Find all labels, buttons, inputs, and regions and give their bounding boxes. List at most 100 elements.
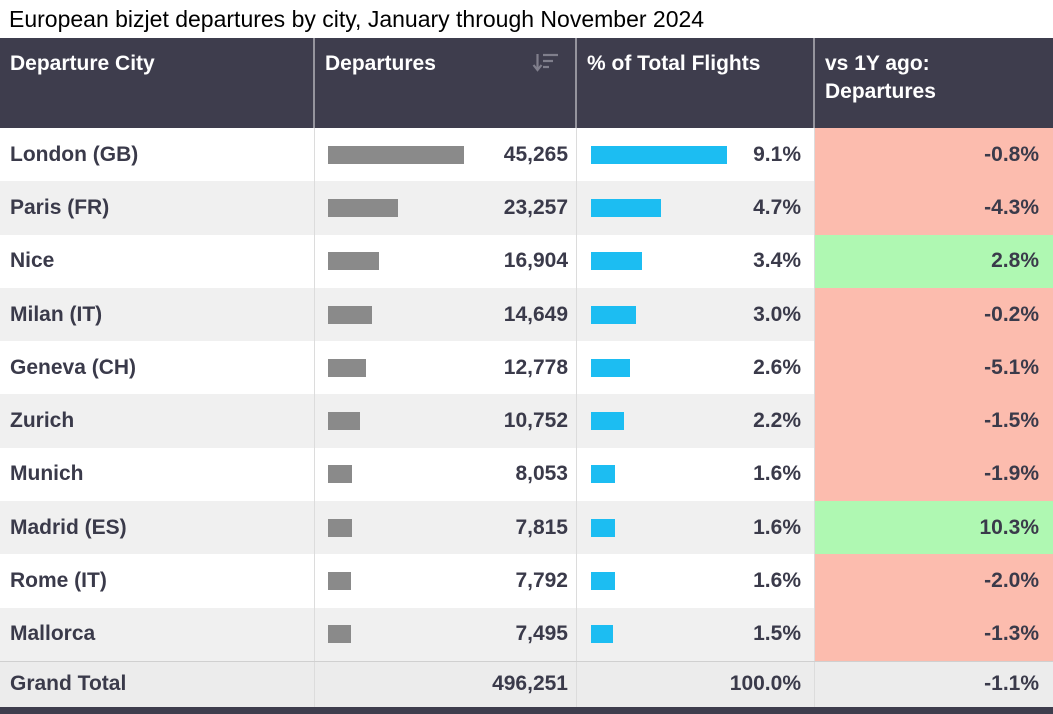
- percent-cell[interactable]: 2.2%: [577, 394, 815, 448]
- percent-cell[interactable]: 9.1%: [577, 128, 815, 182]
- city-label: Rome (IT): [10, 569, 107, 593]
- header-departures[interactable]: Departures: [315, 38, 577, 128]
- page-title: European bizjet departures by city, Janu…: [9, 5, 705, 32]
- sort-descending-icon[interactable]: [532, 51, 559, 74]
- percent-value: 1.6%: [753, 515, 801, 539]
- city-cell[interactable]: Nice: [0, 234, 315, 288]
- percent-value: 3.0%: [753, 302, 801, 326]
- city-label: Mallorca: [10, 622, 96, 646]
- yoy-cell[interactable]: -0.8%: [815, 128, 1053, 182]
- percent-value: 4.7%: [753, 195, 801, 219]
- city-cell[interactable]: London (GB): [0, 128, 315, 182]
- departures-bar: [328, 252, 379, 271]
- percent-bar: [591, 465, 615, 484]
- departures-cell[interactable]: 7,495: [315, 607, 577, 661]
- percent-cell[interactable]: 1.6%: [577, 447, 815, 502]
- departures-bar: [328, 305, 372, 324]
- city-cell[interactable]: Geneva (CH): [0, 341, 315, 395]
- percent-bar: [591, 305, 636, 324]
- percent-bar: [591, 358, 630, 377]
- departures-cell[interactable]: 8,053: [315, 447, 577, 502]
- yoy-cell[interactable]: -1.9%: [815, 447, 1053, 502]
- table-row[interactable]: Geneva (CH) 12,778 2.6% -5.1%: [0, 341, 1053, 395]
- grand-total-label-cell: Grand Total: [0, 661, 315, 707]
- departures-cell[interactable]: 7,815: [315, 501, 577, 555]
- departures-cell[interactable]: 12,778: [315, 341, 577, 395]
- departures-value: 7,815: [515, 515, 568, 539]
- table-row[interactable]: Zurich 10,752 2.2% -1.5%: [0, 394, 1053, 448]
- yoy-cell[interactable]: -1.5%: [815, 394, 1053, 448]
- table-row[interactable]: Nice 16,904 3.4% 2.8%: [0, 234, 1053, 288]
- table-header: Departure City Departures % of Total Fli…: [0, 38, 1053, 128]
- departures-cell[interactable]: 10,752: [315, 394, 577, 448]
- yoy-value: 2.8%: [991, 249, 1039, 273]
- table-row[interactable]: Madrid (ES) 7,815 1.6% 10.3%: [0, 501, 1053, 555]
- grand-total-percent-cell: 100.0%: [577, 661, 815, 707]
- departures-cell[interactable]: 14,649: [315, 287, 577, 342]
- yoy-cell[interactable]: -2.0%: [815, 554, 1053, 608]
- yoy-cell[interactable]: -0.2%: [815, 287, 1053, 342]
- departures-value: 14,649: [503, 302, 568, 326]
- percent-value: 1.5%: [753, 622, 801, 646]
- city-cell[interactable]: Zurich: [0, 394, 315, 448]
- departures-cell[interactable]: 23,257: [315, 181, 577, 235]
- percent-cell[interactable]: 4.7%: [577, 181, 815, 235]
- table-body: London (GB) 45,265 9.1% -0.8% Paris (FR): [0, 128, 1053, 661]
- departures-bar: [328, 518, 352, 537]
- table-row[interactable]: Mallorca 7,495 1.5% -1.3%: [0, 607, 1053, 661]
- percent-bar: [591, 252, 642, 271]
- yoy-cell[interactable]: 10.3%: [815, 501, 1053, 555]
- city-label: Nice: [10, 249, 55, 273]
- city-cell[interactable]: Madrid (ES): [0, 501, 315, 555]
- table-row[interactable]: Rome (IT) 7,792 1.6% -2.0%: [0, 554, 1053, 608]
- yoy-cell[interactable]: 2.8%: [815, 234, 1053, 288]
- departures-bar: [328, 412, 361, 431]
- departures-value: 12,778: [503, 355, 568, 379]
- departures-value: 7,495: [515, 622, 568, 646]
- yoy-value: -4.3%: [984, 195, 1039, 219]
- percent-cell[interactable]: 3.0%: [577, 287, 815, 342]
- header-departure-city[interactable]: Departure City: [0, 38, 315, 128]
- table-row[interactable]: Munich 8,053 1.6% -1.9%: [0, 447, 1053, 502]
- percent-value: 1.6%: [753, 569, 801, 593]
- grand-total-row[interactable]: Grand Total 496,251 100.0% -1.1%: [0, 660, 1053, 707]
- grand-total-yoy: -1.1%: [984, 672, 1039, 696]
- percent-bar: [591, 198, 662, 217]
- table-footer-bar: [0, 706, 1053, 714]
- yoy-cell[interactable]: -1.3%: [815, 607, 1053, 661]
- departures-value: 8,053: [515, 462, 568, 486]
- departures-cell[interactable]: 45,265: [315, 128, 577, 182]
- percent-bar: [591, 572, 615, 591]
- city-label: Madrid (ES): [10, 515, 127, 539]
- city-cell[interactable]: Munich: [0, 447, 315, 502]
- departures-cell[interactable]: 16,904: [315, 234, 577, 288]
- departures-value: 16,904: [503, 249, 568, 273]
- city-cell[interactable]: Paris (FR): [0, 181, 315, 235]
- percent-cell[interactable]: 2.6%: [577, 341, 815, 395]
- percent-cell[interactable]: 1.5%: [577, 607, 815, 661]
- percent-cell[interactable]: 3.4%: [577, 234, 815, 288]
- yoy-value: -0.8%: [984, 142, 1039, 166]
- table-row[interactable]: London (GB) 45,265 9.1% -0.8%: [0, 128, 1053, 182]
- departures-table: Departure City Departures % of Total Fli…: [0, 38, 1053, 714]
- city-cell[interactable]: Rome (IT): [0, 554, 315, 608]
- departures-bar: [328, 198, 398, 217]
- percent-value: 3.4%: [753, 249, 801, 273]
- percent-cell[interactable]: 1.6%: [577, 554, 815, 608]
- city-cell[interactable]: Mallorca: [0, 607, 315, 661]
- city-cell[interactable]: Milan (IT): [0, 287, 315, 342]
- percent-bar: [591, 412, 624, 431]
- header-vs-1y-ago[interactable]: vs 1Y ago: Departures: [815, 38, 1053, 128]
- table-row[interactable]: Milan (IT) 14,649 3.0% -0.2%: [0, 287, 1053, 342]
- yoy-cell[interactable]: -5.1%: [815, 341, 1053, 395]
- percent-value: 2.2%: [753, 409, 801, 433]
- city-label: Paris (FR): [10, 195, 110, 219]
- header-pct-of-total-flights[interactable]: % of Total Flights: [577, 38, 815, 128]
- percent-cell[interactable]: 1.6%: [577, 501, 815, 555]
- table-row[interactable]: Paris (FR) 23,257 4.7% -4.3%: [0, 181, 1053, 235]
- yoy-value: 10.3%: [979, 515, 1039, 539]
- yoy-cell[interactable]: -4.3%: [815, 181, 1053, 235]
- header-pct-label: % of Total Flights: [587, 52, 761, 75]
- departures-cell[interactable]: 7,792: [315, 554, 577, 608]
- grand-total-yoy-cell: -1.1%: [815, 662, 1053, 707]
